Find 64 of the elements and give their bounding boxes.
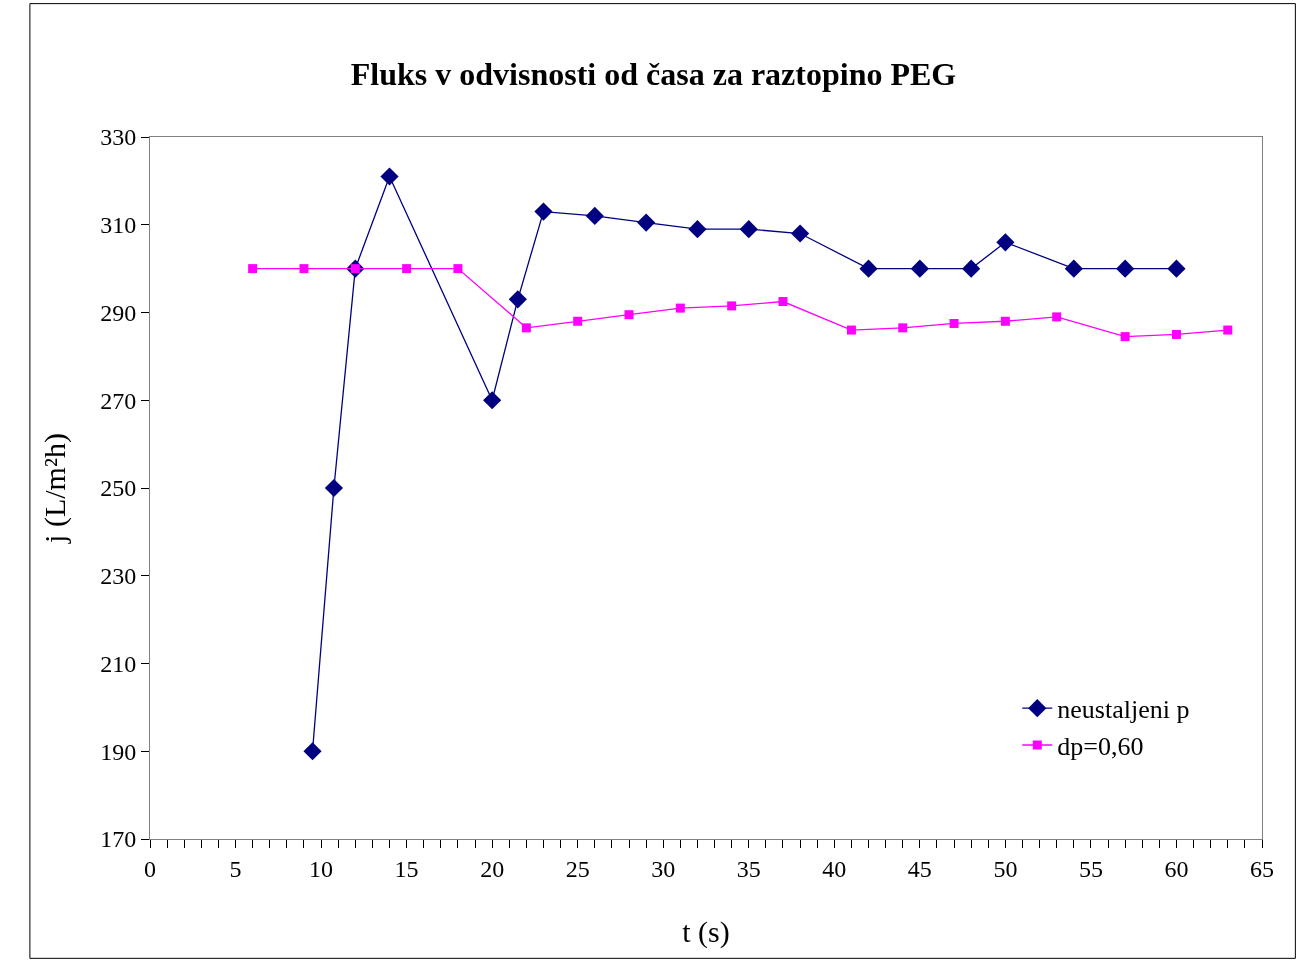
point xyxy=(324,478,344,498)
point xyxy=(453,264,463,274)
point xyxy=(1223,325,1233,335)
x-axis-title: t (s) xyxy=(682,915,730,950)
x-tick-label: 65 xyxy=(1250,855,1274,882)
point xyxy=(962,259,981,278)
point xyxy=(778,297,788,307)
point xyxy=(727,301,737,311)
point xyxy=(846,325,856,335)
x-tick-label: 0 xyxy=(144,855,156,882)
point xyxy=(910,259,929,278)
point xyxy=(1000,316,1010,326)
x-tick-label: 5 xyxy=(229,855,242,882)
legend-label: neustaljeni p xyxy=(1057,695,1190,725)
point xyxy=(573,316,583,326)
point xyxy=(585,206,604,226)
point xyxy=(688,220,707,239)
point xyxy=(1171,329,1181,339)
y-tick-label: 210 xyxy=(100,650,137,677)
point xyxy=(790,224,810,243)
point xyxy=(402,264,412,274)
x-tick-label: 50 xyxy=(993,855,1018,882)
point xyxy=(859,259,878,278)
y-axis-title: j (L/m²h) xyxy=(38,433,73,544)
x-tick-label: 45 xyxy=(907,855,932,882)
point xyxy=(675,303,685,313)
x-tick-label: 30 xyxy=(651,855,676,882)
y-tick-label: 270 xyxy=(100,387,137,414)
x-tick-label: 25 xyxy=(565,855,590,882)
x-tick-label: 20 xyxy=(480,855,505,882)
point xyxy=(739,220,758,239)
y-tick-label: 310 xyxy=(100,212,137,239)
point xyxy=(1052,312,1062,322)
x-tick-label: 40 xyxy=(822,855,847,882)
y-tick-label: 190 xyxy=(100,738,137,765)
point xyxy=(624,310,634,320)
x-tick-label: 60 xyxy=(1164,855,1189,882)
point xyxy=(1116,259,1135,278)
point xyxy=(898,323,908,333)
point xyxy=(380,167,399,186)
point xyxy=(534,202,553,221)
point xyxy=(996,233,1015,252)
point xyxy=(248,264,258,274)
y-tick-label: 230 xyxy=(100,563,137,590)
point xyxy=(1120,332,1130,342)
point xyxy=(303,742,322,761)
x-tick-label: 55 xyxy=(1078,855,1103,882)
x-tick-label: 15 xyxy=(394,855,419,882)
point xyxy=(1064,259,1083,278)
x-tick-label: 35 xyxy=(736,855,761,882)
point xyxy=(299,264,309,274)
x-tick-label: 10 xyxy=(309,855,334,882)
point xyxy=(949,318,959,328)
y-tick-label: 290 xyxy=(100,299,137,326)
point xyxy=(521,323,531,333)
point xyxy=(483,391,502,410)
point xyxy=(508,290,527,309)
legend-label: dp=0,60 xyxy=(1057,732,1144,762)
y-tick-label: 170 xyxy=(100,826,137,853)
y-tick-label: 330 xyxy=(100,124,137,151)
point xyxy=(1167,259,1186,278)
point xyxy=(637,213,656,232)
chart-title: Fluks v odvisnosti od časa za raztopino PEG xyxy=(350,56,957,93)
y-tick-label: 250 xyxy=(100,475,137,502)
